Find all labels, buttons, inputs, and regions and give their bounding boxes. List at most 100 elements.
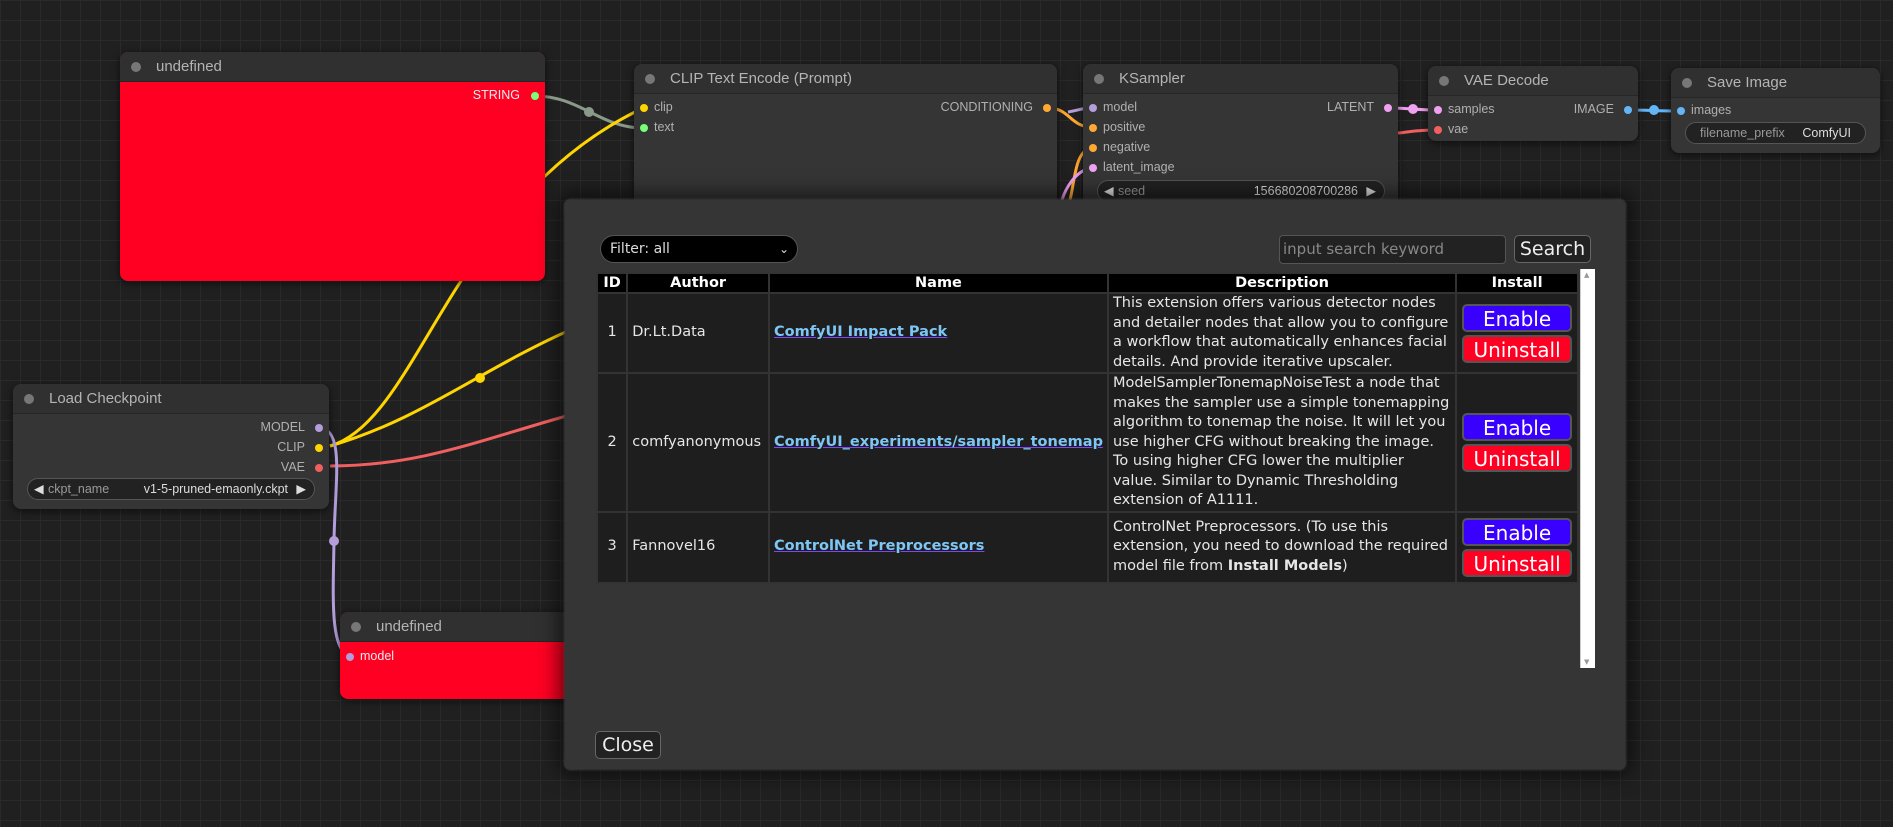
- output-conditioning-dot[interactable]: [1043, 104, 1051, 112]
- table-row: 3 Fannovel16 ControlNet Preprocessors Co…: [595, 510, 1579, 584]
- seed-label: seed: [1118, 184, 1146, 198]
- input-model: model: [360, 649, 395, 663]
- column-name: Name: [767, 272, 1109, 294]
- node-title: KSampler: [1119, 70, 1185, 87]
- install-models-link[interactable]: Install Models: [1227, 557, 1343, 574]
- input-positive: positive: [1103, 120, 1146, 134]
- row-id: 3: [595, 510, 629, 584]
- extension-link[interactable]: ControlNet Preprocessors: [773, 538, 985, 555]
- uninstall-button[interactable]: Uninstall: [1462, 548, 1572, 577]
- collapse-dot-icon[interactable]: [131, 62, 141, 72]
- increment-arrow-icon[interactable]: ▶: [296, 482, 306, 496]
- column-id: ID: [595, 272, 629, 294]
- undefined-node-top[interactable]: undefined STRING: [120, 52, 545, 281]
- table-header: ID Author Name Description Install: [595, 272, 1579, 294]
- row-id: 2: [595, 372, 629, 513]
- ckpt-name-widget[interactable]: ◀ ckpt_name v1-5-pruned-emaonly.ckpt ▶: [27, 478, 315, 500]
- output-clip: CLIP: [277, 440, 305, 454]
- ckpt-value: v1-5-pruned-emaonly.ckpt: [143, 482, 288, 496]
- input-clip: clip: [654, 100, 673, 114]
- output-model-dot[interactable]: [315, 424, 323, 432]
- row-id: 1: [595, 292, 629, 374]
- description-text: ControlNet Preprocessors. (To use this e…: [1112, 518, 1449, 574]
- output-vae-dot[interactable]: [315, 464, 323, 472]
- collapse-dot-icon[interactable]: [645, 74, 655, 84]
- extension-link[interactable]: ComfyUI Impact Pack: [773, 324, 948, 341]
- input-samples-dot[interactable]: [1434, 106, 1442, 114]
- input-latent-image: latent_image: [1103, 160, 1175, 174]
- node-title: Save Image: [1707, 74, 1788, 91]
- close-button[interactable]: Close: [595, 731, 661, 759]
- filter-value: Filter: all: [610, 241, 670, 257]
- uninstall-button[interactable]: Uninstall: [1462, 334, 1572, 363]
- uninstall-button[interactable]: Uninstall: [1462, 443, 1572, 472]
- increment-arrow-icon[interactable]: ▶: [1366, 184, 1376, 198]
- search-input[interactable]: input search keyword: [1279, 235, 1506, 264]
- table-scrollbar[interactable]: ▲ ▼: [1580, 269, 1595, 668]
- column-author: Author: [626, 272, 770, 294]
- row-author: Fannovel16: [626, 510, 770, 584]
- enable-button[interactable]: Enable: [1462, 412, 1572, 441]
- save-image-node[interactable]: Save Image images filename_prefix ComfyUI: [1671, 68, 1880, 153]
- input-model: model: [1103, 100, 1138, 114]
- load-checkpoint-node[interactable]: Load Checkpoint MODEL CLIP VAE ◀ ckpt_nam…: [13, 384, 329, 509]
- extension-link[interactable]: ComfyUI_experiments/sampler_tonemap: [773, 433, 1103, 450]
- scroll-down-icon[interactable]: ▼: [1584, 658, 1590, 666]
- input-clip-dot[interactable]: [640, 104, 648, 112]
- output-model: MODEL: [260, 420, 305, 434]
- input-vae: vae: [1448, 122, 1469, 136]
- output-conditioning: CONDITIONING: [940, 100, 1033, 114]
- input-positive-dot[interactable]: [1089, 124, 1097, 132]
- collapse-dot-icon[interactable]: [1439, 76, 1449, 86]
- decrement-arrow-icon[interactable]: ◀: [34, 482, 44, 496]
- output-latent-dot[interactable]: [1384, 104, 1392, 112]
- input-negative-dot[interactable]: [1089, 144, 1097, 152]
- enable-button[interactable]: Enable: [1462, 303, 1572, 332]
- output-latent: LATENT: [1327, 100, 1374, 114]
- row-description: ControlNet Preprocessors. (To use this e…: [1106, 510, 1458, 584]
- input-samples: samples: [1448, 102, 1495, 116]
- scroll-up-icon[interactable]: ▲: [1584, 271, 1590, 279]
- output-image-dot[interactable]: [1624, 106, 1632, 114]
- extensions-table: ID Author Name Description Install 1 Dr.…: [595, 272, 1579, 584]
- ksampler-node[interactable]: KSampler model positive negative latent_…: [1083, 64, 1398, 224]
- clip-text-encode-node[interactable]: CLIP Text Encode (Prompt) clip text COND…: [634, 64, 1057, 224]
- input-images-dot[interactable]: [1677, 107, 1685, 115]
- search-button[interactable]: Search: [1514, 235, 1591, 263]
- decrement-arrow-icon[interactable]: ◀: [1104, 184, 1114, 198]
- seed-widget[interactable]: ◀ seed 156680208700286 ▶: [1097, 180, 1385, 202]
- node-title: VAE Decode: [1464, 72, 1549, 89]
- row-author: comfyanonymous: [626, 372, 770, 513]
- node-title: Load Checkpoint: [49, 390, 162, 407]
- enable-button[interactable]: Enable: [1462, 517, 1572, 546]
- collapse-dot-icon[interactable]: [24, 394, 34, 404]
- description-end: ): [1342, 557, 1348, 574]
- input-latent-dot[interactable]: [1089, 164, 1097, 172]
- collapse-dot-icon[interactable]: [1682, 78, 1692, 88]
- column-description: Description: [1106, 272, 1458, 294]
- filename-prefix-widget[interactable]: filename_prefix ComfyUI: [1685, 122, 1866, 144]
- output-clip-dot[interactable]: [315, 444, 323, 452]
- ckpt-label: ckpt_name: [48, 482, 110, 496]
- seed-value: 156680208700286: [1253, 184, 1358, 198]
- column-install: Install: [1455, 272, 1579, 294]
- node-title: undefined: [156, 58, 222, 75]
- table-row: 2 comfyanonymous ComfyUI_experiments/sam…: [595, 372, 1579, 513]
- row-description: This extension offers various detector n…: [1106, 292, 1458, 374]
- undefined-node-bottom[interactable]: undefined model: [340, 612, 580, 699]
- output-string-dot[interactable]: [531, 92, 539, 100]
- input-images: images: [1691, 103, 1732, 117]
- table-row: 1 Dr.Lt.Data ComfyUI Impact Pack This ex…: [595, 292, 1579, 374]
- input-text: text: [654, 120, 675, 134]
- input-text-dot[interactable]: [640, 124, 648, 132]
- vae-decode-node[interactable]: VAE Decode samples vae IMAGE: [1428, 66, 1638, 141]
- input-negative: negative: [1103, 140, 1151, 154]
- input-model-dot[interactable]: [1089, 104, 1097, 112]
- input-model-dot[interactable]: [346, 653, 354, 661]
- collapse-dot-icon[interactable]: [351, 622, 361, 632]
- collapse-dot-icon[interactable]: [1094, 74, 1104, 84]
- output-string: STRING: [472, 88, 520, 102]
- filter-select[interactable]: Filter: all ⌄: [600, 235, 798, 263]
- input-vae-dot[interactable]: [1434, 126, 1442, 134]
- prefix-value: ComfyUI: [1802, 126, 1851, 140]
